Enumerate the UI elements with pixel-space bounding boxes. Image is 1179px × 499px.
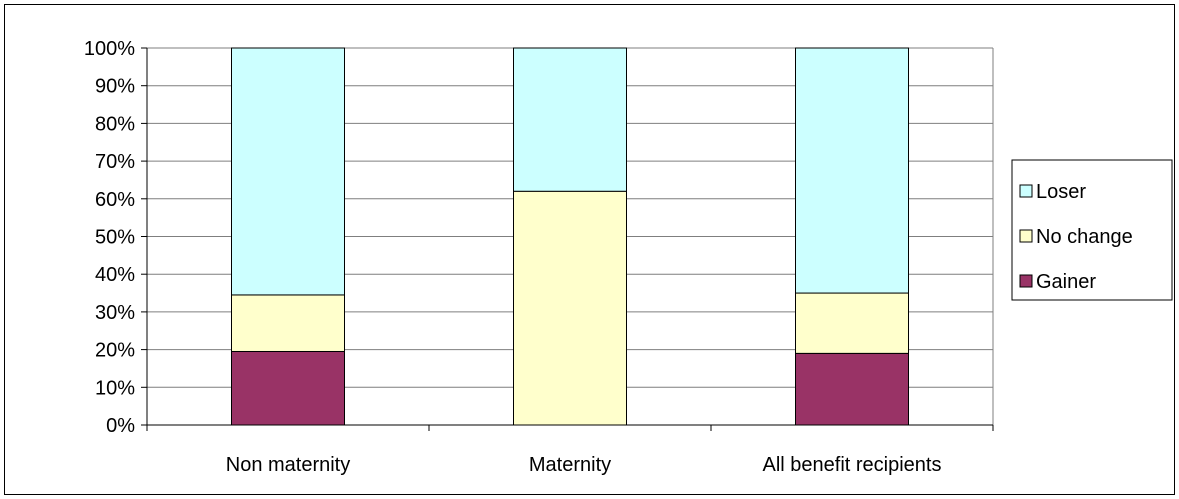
bar-gainer-0 xyxy=(231,350,345,426)
legend-label: Gainer xyxy=(1036,271,1096,293)
x-tick-label: All benefit recipients xyxy=(763,454,942,476)
legend-swatch-gainer xyxy=(1019,274,1033,288)
y-tick-label: 20% xyxy=(95,340,135,362)
y-tick-label: 100% xyxy=(84,38,135,60)
bar-loser-1 xyxy=(513,47,627,192)
y-tick-label: 60% xyxy=(95,189,135,211)
y-tick-label: 50% xyxy=(95,227,135,249)
legend-label: Loser xyxy=(1036,181,1086,203)
legend-swatch-no-change xyxy=(1019,229,1033,243)
y-tick-label: 80% xyxy=(95,113,135,135)
y-tick-label: 40% xyxy=(95,264,135,286)
legend-label: No change xyxy=(1036,226,1133,248)
bars xyxy=(231,47,909,426)
bar-gainer-2 xyxy=(795,352,909,426)
bar-no-change-0 xyxy=(231,294,345,352)
bar-loser-0 xyxy=(231,47,345,296)
axes: 0% 10% 20% 30% 40% 50% 60% 70% 80% 90% 100% Non mat… xyxy=(84,38,994,476)
y-tick-label: 30% xyxy=(95,302,135,324)
y-tick-label: 70% xyxy=(95,151,135,173)
y-tick-label: 0% xyxy=(106,415,135,437)
bar-no-change-1 xyxy=(513,190,627,426)
x-tick-label: Non maternity xyxy=(226,454,351,476)
bar-loser-2 xyxy=(795,47,909,294)
y-tick-label: 90% xyxy=(95,76,135,98)
bar-no-change-2 xyxy=(795,292,909,354)
legend: Loser No change Gainer xyxy=(1011,159,1173,301)
legend-swatch-loser xyxy=(1019,184,1033,198)
y-tick-label: 10% xyxy=(95,377,135,399)
legend-box xyxy=(1011,159,1173,301)
x-tick-label: Maternity xyxy=(529,454,611,476)
